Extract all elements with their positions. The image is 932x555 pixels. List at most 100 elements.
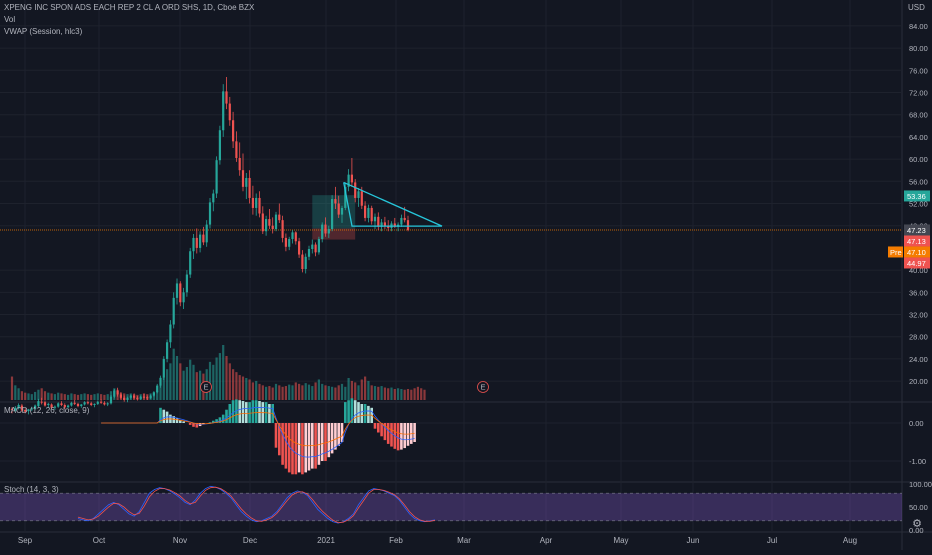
candle[interactable] xyxy=(334,186,337,210)
candle[interactable] xyxy=(301,250,304,273)
candle[interactable] xyxy=(24,408,27,414)
candle[interactable] xyxy=(142,393,146,399)
candle[interactable] xyxy=(304,253,307,274)
candle[interactable] xyxy=(90,401,93,407)
candle[interactable] xyxy=(30,406,33,412)
candle[interactable] xyxy=(10,407,14,414)
candle[interactable] xyxy=(327,225,330,238)
candle[interactable] xyxy=(255,193,258,216)
candle[interactable] xyxy=(218,125,221,165)
stop-zone[interactable] xyxy=(312,228,356,240)
candle[interactable] xyxy=(284,233,287,252)
candle[interactable] xyxy=(60,401,63,407)
candle[interactable] xyxy=(337,195,340,218)
candle[interactable] xyxy=(27,408,30,415)
candle[interactable] xyxy=(370,205,373,225)
candle[interactable] xyxy=(149,394,152,399)
candle[interactable] xyxy=(67,404,70,409)
candle[interactable] xyxy=(179,281,182,307)
candle[interactable] xyxy=(241,153,245,192)
candle[interactable] xyxy=(40,397,43,405)
candle[interactable] xyxy=(156,383,159,394)
candle[interactable] xyxy=(100,399,103,404)
candle[interactable] xyxy=(205,220,208,247)
candle[interactable] xyxy=(380,219,383,232)
candle[interactable] xyxy=(261,206,264,235)
candle[interactable] xyxy=(86,400,89,405)
candle[interactable] xyxy=(251,185,254,215)
candle[interactable] xyxy=(331,195,334,232)
candle[interactable] xyxy=(291,230,294,244)
candle[interactable] xyxy=(321,222,324,243)
candle[interactable] xyxy=(202,226,205,246)
candle[interactable] xyxy=(20,403,23,412)
candle[interactable] xyxy=(182,287,185,309)
candle[interactable] xyxy=(265,215,268,236)
candle[interactable] xyxy=(248,170,251,204)
candle[interactable] xyxy=(314,242,317,257)
candle[interactable] xyxy=(47,402,50,408)
profit-zone[interactable] xyxy=(312,195,356,229)
candle[interactable] xyxy=(113,388,116,399)
candle[interactable] xyxy=(70,401,73,407)
candle[interactable] xyxy=(166,339,169,363)
candle[interactable] xyxy=(354,179,357,203)
candle[interactable] xyxy=(294,231,297,245)
candle[interactable] xyxy=(367,204,370,223)
candle[interactable] xyxy=(14,406,17,413)
candle[interactable] xyxy=(235,131,238,162)
candle[interactable] xyxy=(189,247,192,278)
candle[interactable] xyxy=(106,402,109,407)
candle[interactable] xyxy=(17,403,20,410)
candle[interactable] xyxy=(208,197,212,229)
earnings-marker[interactable]: E xyxy=(477,381,489,393)
candle[interactable] xyxy=(278,203,281,223)
candle[interactable] xyxy=(232,111,235,148)
candle[interactable] xyxy=(245,172,248,200)
candle[interactable] xyxy=(347,169,350,192)
candle[interactable] xyxy=(175,278,179,305)
candle[interactable] xyxy=(271,217,274,234)
candle[interactable] xyxy=(129,394,132,400)
triangle-pattern[interactable] xyxy=(343,181,443,227)
candle[interactable] xyxy=(116,387,119,397)
candle[interactable] xyxy=(185,270,188,297)
candle[interactable] xyxy=(274,211,278,232)
candle[interactable] xyxy=(406,215,410,232)
candle[interactable] xyxy=(119,392,122,399)
candle[interactable] xyxy=(50,403,53,409)
candle[interactable] xyxy=(76,402,80,408)
candle[interactable] xyxy=(96,400,99,405)
candle[interactable] xyxy=(192,234,195,260)
candle[interactable] xyxy=(268,209,271,230)
candle[interactable] xyxy=(377,212,380,231)
earnings-marker[interactable]: E xyxy=(200,381,212,393)
candle[interactable] xyxy=(83,401,86,406)
candle[interactable] xyxy=(215,156,218,198)
candle[interactable] xyxy=(123,395,126,402)
candle[interactable] xyxy=(172,292,175,329)
candle[interactable] xyxy=(34,404,37,410)
candle[interactable] xyxy=(281,215,284,243)
candle[interactable] xyxy=(400,214,403,227)
candle[interactable] xyxy=(350,157,353,187)
candle[interactable] xyxy=(73,400,76,405)
candle[interactable] xyxy=(169,320,172,348)
candle[interactable] xyxy=(199,231,202,253)
candle[interactable] xyxy=(136,396,139,401)
candle[interactable] xyxy=(37,398,40,408)
candle[interactable] xyxy=(258,191,261,218)
candle[interactable] xyxy=(357,187,360,207)
candle[interactable] xyxy=(238,142,241,176)
candle[interactable] xyxy=(152,391,155,397)
candle[interactable] xyxy=(162,356,165,381)
candle[interactable] xyxy=(324,217,327,237)
candle[interactable] xyxy=(288,236,291,251)
candle[interactable] xyxy=(317,236,320,255)
candle[interactable] xyxy=(146,395,149,400)
candle[interactable] xyxy=(228,96,231,126)
candle[interactable] xyxy=(222,84,225,137)
candle[interactable] xyxy=(63,403,66,409)
candle[interactable] xyxy=(195,228,198,254)
